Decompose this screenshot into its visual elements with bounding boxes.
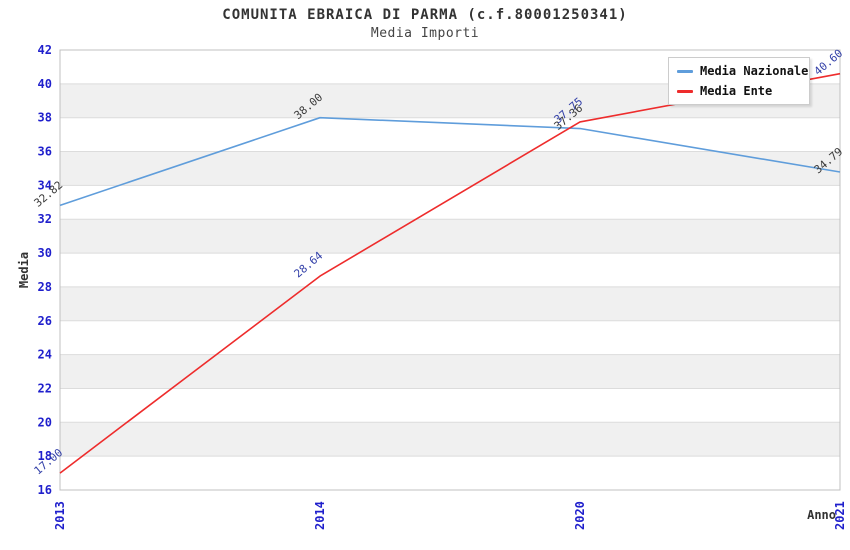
y-tick-label: 22 [38,381,52,395]
y-tick-label: 20 [38,415,52,429]
y-tick-label: 18 [38,449,52,463]
legend: Media Nazionale Media Ente [668,57,810,105]
legend-item: Media Nazionale [669,61,809,81]
y-tick-label: 30 [38,246,52,260]
legend-label: Media Nazionale [700,64,809,78]
x-tick-label: 2013 [53,501,67,530]
y-tick-label: 36 [38,145,52,159]
y-tick-label: 16 [38,483,52,497]
y-tick-label: 34 [38,178,52,192]
series-line-media-nazionale [59,116,841,207]
legend-marker [677,89,693,93]
chart-title: COMUNITA EBRAICA DI PARMA (c.f.800012503… [222,7,628,23]
y-tick-label: 38 [38,111,52,125]
x-tick-label: 2020 [573,501,587,530]
y-tick-label: 24 [38,348,52,362]
x-tick-label: 2014 [313,501,327,530]
grid-band [60,354,840,389]
y-tick-label: 32 [38,212,52,226]
grid-band [60,388,840,423]
y-tick-label: 42 [38,43,52,57]
chart-subtitle: Media Importi [370,26,480,41]
grid-band [60,151,840,186]
grid-band [60,456,840,490]
grid-band [60,185,840,220]
y-axis-title: Media [17,252,31,288]
y-tick-label: 28 [38,280,52,294]
x-tick-label: 2021 [833,501,847,530]
y-tick-label: 26 [38,314,52,328]
legend-label: Media Ente [700,84,773,98]
legend-item: Media Ente [669,81,809,101]
grid-band [60,219,840,254]
grid-band [60,253,840,287]
grid-band [60,422,840,457]
grid-band [60,320,840,355]
plot-frame [59,49,841,491]
y-tick-label: 40 [38,77,52,91]
legend-marker [677,69,693,73]
grid-band [60,286,840,321]
x-axis-title: Anno [807,508,836,522]
